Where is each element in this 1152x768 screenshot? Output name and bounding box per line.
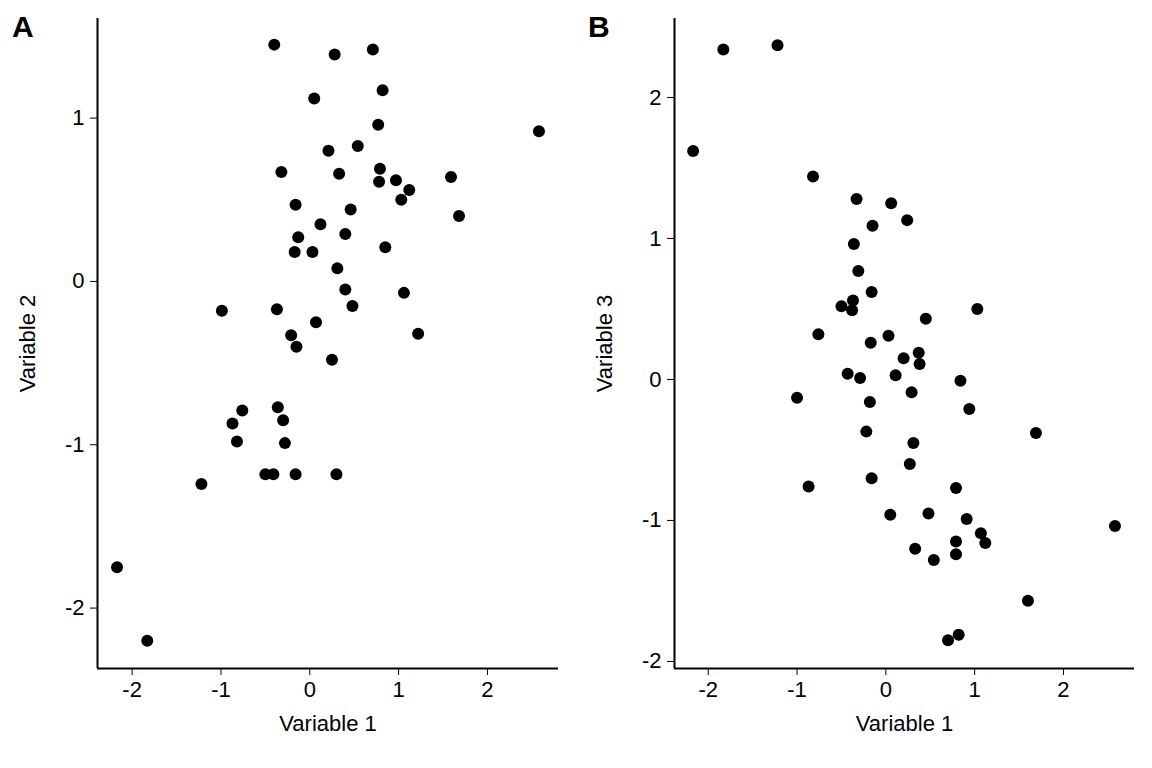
svg-text:0: 0	[880, 677, 892, 702]
svg-text:Variable 3: Variable 3	[592, 295, 617, 392]
svg-text:0: 0	[72, 268, 84, 293]
svg-text:-1: -1	[787, 677, 807, 702]
html-text:B: B	[588, 10, 610, 43]
svg-text:1: 1	[969, 677, 981, 702]
svg-text:0: 0	[304, 677, 316, 702]
svg-text:-1: -1	[65, 432, 85, 457]
svg-text:1: 1	[649, 225, 661, 250]
svg-text:1: 1	[72, 105, 84, 130]
svg-text:-2: -2	[65, 595, 85, 620]
svg-text:1: 1	[392, 677, 404, 702]
html-text:A: A	[12, 10, 34, 43]
svg-text:2: 2	[649, 84, 661, 109]
svg-text:2: 2	[481, 677, 493, 702]
svg-text:-2: -2	[698, 677, 718, 702]
svg-text:0: 0	[649, 366, 661, 391]
svg-text:-2: -2	[642, 648, 662, 673]
svg-text:-1: -1	[642, 507, 662, 532]
svg-text:2: 2	[1057, 677, 1069, 702]
svg-text:-2: -2	[122, 677, 142, 702]
svg-text:Variable 1: Variable 1	[856, 711, 953, 736]
svg-text:Variable 2: Variable 2	[15, 295, 40, 392]
svg-text:Variable 1: Variable 1	[279, 711, 376, 736]
svg-text:-1: -1	[211, 677, 231, 702]
